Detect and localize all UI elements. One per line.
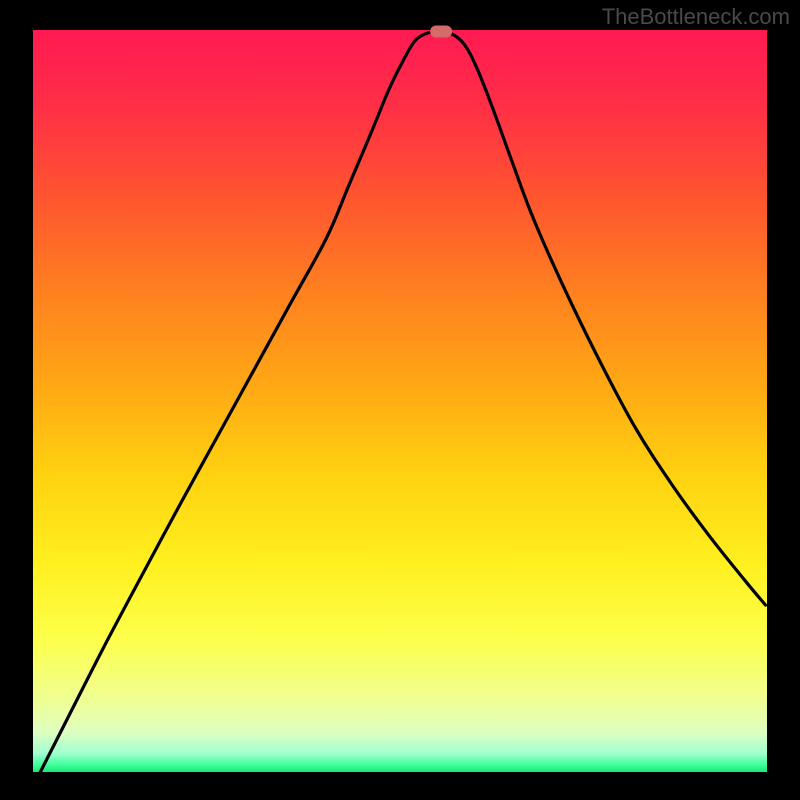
bottleneck-chart xyxy=(0,0,800,800)
chart-container: TheBottleneck.com xyxy=(0,0,800,800)
watermark-text: TheBottleneck.com xyxy=(602,4,790,30)
optimum-marker xyxy=(430,25,452,37)
plot-background xyxy=(33,30,767,772)
